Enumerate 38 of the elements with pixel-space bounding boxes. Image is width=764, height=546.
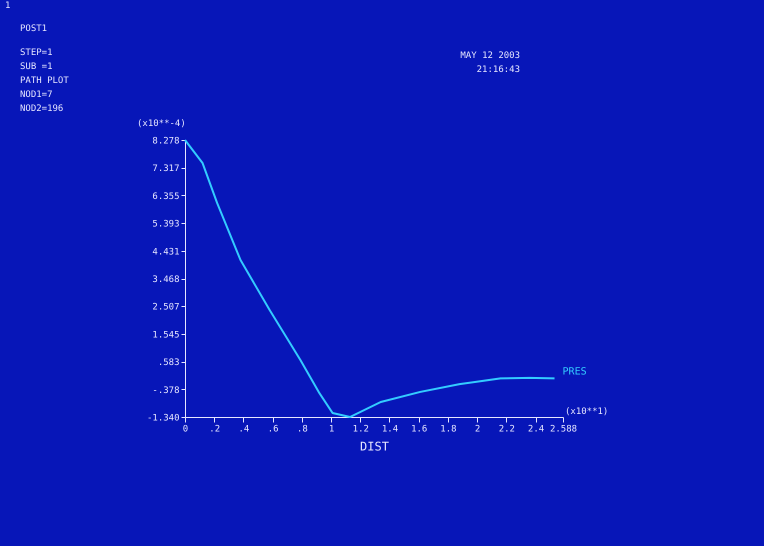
text: (x10**1)	[565, 407, 608, 417]
x-tick-label: 2.4	[528, 424, 544, 434]
y-tick-label: -.378	[152, 386, 180, 396]
text: 1	[5, 1, 10, 11]
text: 21:16:43	[476, 65, 520, 75]
y-tick-label: 1.545	[152, 330, 180, 340]
y-tick-label: 3.468	[152, 275, 180, 286]
x-tick-label: 1.4	[382, 424, 398, 434]
text: NOD2=196	[20, 104, 64, 114]
text: STEP=1	[20, 48, 53, 58]
x-tick-label: 1.6	[411, 424, 428, 434]
text: (x10**-4)	[137, 119, 186, 129]
text: PATH PLOT	[20, 76, 70, 86]
x-tick-label: .4	[238, 424, 250, 434]
y-tick-label: 7.317	[152, 164, 180, 174]
x-tick-label: 1	[328, 424, 334, 434]
x-tick-label: 1.8	[440, 424, 457, 434]
y-tick-label: -1.340	[146, 414, 180, 424]
x-tick-label: .8	[296, 424, 308, 434]
text: POST1	[20, 24, 48, 34]
x-tick-label: 2.588	[550, 424, 578, 434]
y-tick-label: 2.507	[152, 302, 180, 313]
x-tick-label: .6	[268, 424, 279, 434]
x-tick-label: .2	[209, 424, 220, 434]
series-label: PRES	[562, 366, 587, 378]
y-tick-label: .583	[158, 358, 180, 368]
y-tick-label: 6.355	[152, 192, 180, 202]
y-tick-label: 5.393	[152, 220, 180, 230]
x-tick-label: 2	[474, 424, 480, 434]
x-tick-label: 0	[182, 424, 188, 434]
y-tick-label: 8.278	[152, 136, 180, 146]
y-tick-label: 4.431	[152, 247, 180, 258]
text: SUB =1	[20, 62, 53, 72]
x-tick-label: 2.2	[498, 424, 515, 434]
x-axis-title: DIST	[360, 440, 389, 454]
x-tick-label: 1.2	[352, 424, 369, 434]
text: NOD1=7	[20, 90, 53, 100]
text: MAY 12 2003	[460, 51, 520, 61]
